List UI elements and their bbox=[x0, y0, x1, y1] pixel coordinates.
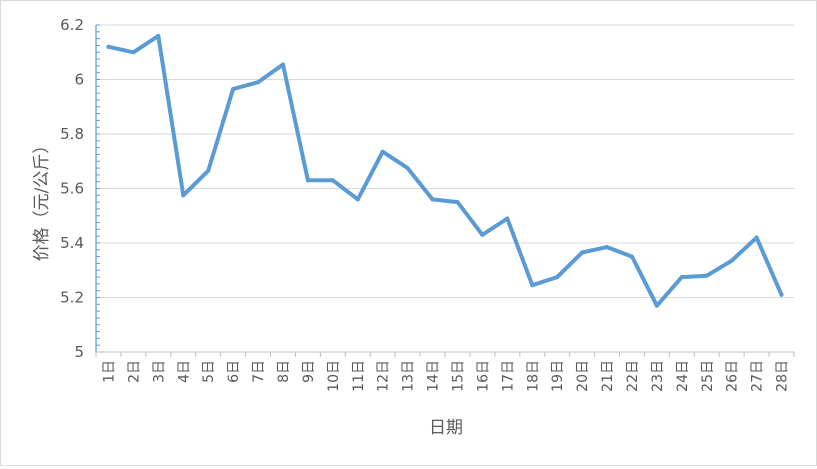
x-tick-label: 5日 bbox=[201, 360, 217, 383]
series-line bbox=[106, 33, 784, 308]
data-point bbox=[106, 44, 111, 49]
x-tick-label: 18日 bbox=[525, 360, 541, 392]
y-tick-label: 5 bbox=[74, 343, 84, 361]
data-point bbox=[555, 275, 560, 280]
data-point bbox=[280, 62, 285, 67]
data-point bbox=[405, 166, 410, 171]
data-point bbox=[480, 232, 485, 237]
data-point bbox=[156, 33, 161, 38]
x-tick-label: 26日 bbox=[725, 360, 741, 392]
x-tick-label: 16日 bbox=[475, 360, 491, 392]
data-point bbox=[355, 197, 360, 202]
x-tick-label: 25日 bbox=[700, 360, 716, 392]
x-tick-label: 17日 bbox=[500, 360, 516, 392]
x-tick-label: 3日 bbox=[151, 360, 167, 383]
data-point bbox=[206, 168, 211, 173]
y-tick-label: 5.2 bbox=[60, 289, 84, 307]
x-tick-label: 22日 bbox=[625, 360, 641, 392]
data-point bbox=[181, 193, 186, 198]
data-point bbox=[505, 216, 510, 221]
data-point bbox=[580, 250, 585, 255]
x-tick-label: 9日 bbox=[301, 360, 317, 383]
x-tick-label: 13日 bbox=[401, 360, 417, 392]
x-tick-label: 20日 bbox=[575, 360, 591, 392]
x-tick-label: 24日 bbox=[675, 360, 691, 392]
x-tick-label: 15日 bbox=[450, 360, 466, 392]
data-point bbox=[704, 273, 709, 278]
data-point bbox=[530, 283, 535, 288]
x-tick-label: 7日 bbox=[251, 360, 267, 383]
y-axis-title: 价格（元/公斤） bbox=[32, 137, 52, 262]
y-tick-label: 5.6 bbox=[60, 180, 84, 198]
x-tick-label: 8日 bbox=[276, 360, 292, 383]
x-tick-label: 2日 bbox=[126, 360, 142, 383]
data-point bbox=[330, 178, 335, 183]
gridlines bbox=[96, 24, 794, 298]
x-tick-label: 4日 bbox=[176, 360, 192, 383]
data-point bbox=[729, 258, 734, 263]
data-point bbox=[305, 178, 310, 183]
x-tick-label: 28日 bbox=[775, 360, 791, 392]
data-point bbox=[380, 149, 385, 154]
x-tick-label: 11日 bbox=[351, 360, 367, 392]
data-point bbox=[231, 87, 236, 92]
data-point bbox=[605, 245, 610, 250]
x-tick-label: 19日 bbox=[550, 360, 566, 392]
data-point bbox=[754, 235, 759, 240]
x-tick-label: 27日 bbox=[750, 360, 766, 392]
y-tick-label: 5.4 bbox=[60, 234, 84, 252]
data-point bbox=[455, 200, 460, 205]
series-layer bbox=[106, 33, 784, 308]
x-tick-label: 1日 bbox=[101, 360, 117, 383]
data-point bbox=[779, 292, 784, 297]
x-tick-label: 23日 bbox=[650, 360, 666, 392]
data-point bbox=[131, 50, 136, 55]
data-point bbox=[430, 197, 435, 202]
x-axis-title: 日期 bbox=[429, 418, 463, 438]
y-axis: 5 5.2 5.4 5.6 5.8 6 6.2 bbox=[60, 16, 100, 361]
data-point bbox=[256, 80, 261, 85]
data-point bbox=[654, 303, 659, 308]
x-axis: 1日 2日 3日 4日 5日 6日 7日 8日 9日 10日 11日 12日 13日 14日 15日 16日 1… bbox=[95, 351, 795, 392]
y-tick-label: 5.8 bbox=[60, 125, 84, 143]
y-tick-label: 6 bbox=[74, 71, 84, 89]
x-tick-label: 21日 bbox=[600, 360, 616, 392]
y-tick-label: 6.2 bbox=[60, 16, 84, 34]
data-point bbox=[679, 275, 684, 280]
x-tick-label: 14日 bbox=[426, 360, 442, 392]
x-tick-label: 10日 bbox=[326, 360, 342, 392]
data-point bbox=[629, 254, 634, 259]
x-tick-label: 12日 bbox=[376, 360, 392, 392]
x-tick-label: 6日 bbox=[226, 360, 242, 383]
